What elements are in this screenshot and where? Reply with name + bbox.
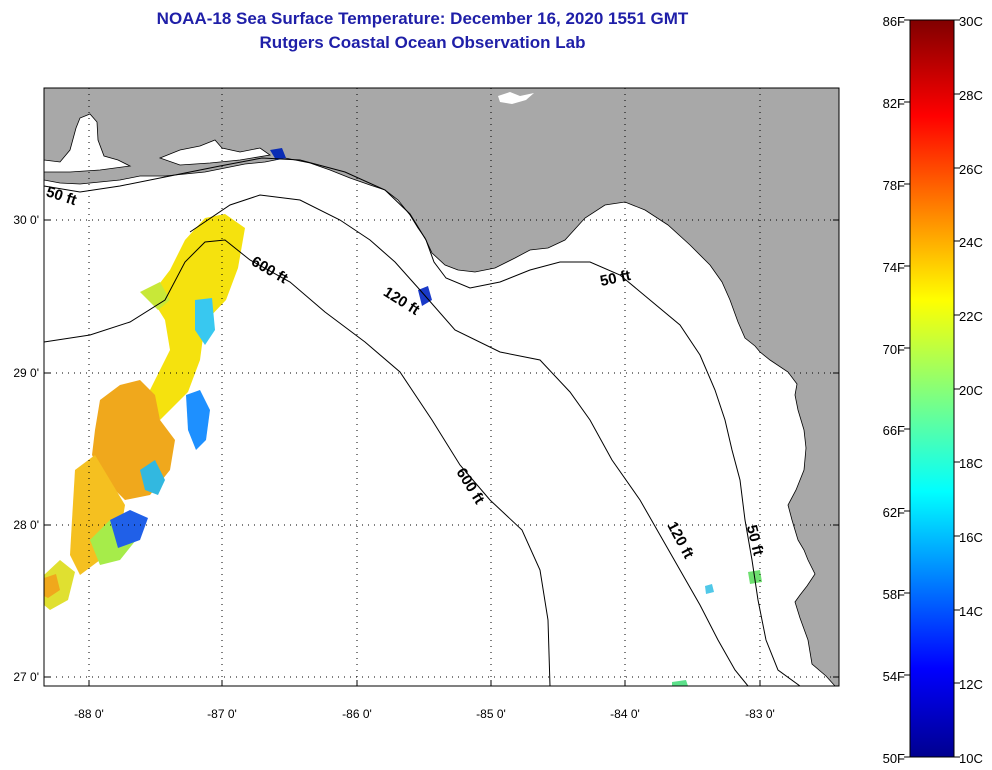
colorbar-c-label: 14C [959,604,983,619]
axis-ticks [44,219,839,686]
depth-label: 50 ft [743,523,767,557]
longitude-label: -88 0' [74,707,104,721]
latitude-label: 27 0' [13,670,39,684]
map-title: NOAA-18 Sea Surface Temperature: Decembe… [156,9,689,28]
latitude-axis: 30 0' 29 0' 28 0' 27 0' [13,213,39,684]
colorbar-f-label: 78F [883,178,905,193]
colorbar-f-label: 70F [883,342,905,357]
colorbar-f-label: 50F [883,751,905,766]
colorbar-c-label: 12C [959,677,983,692]
longitude-label: -83 0' [745,707,775,721]
latitude-label: 29 0' [13,366,39,380]
contour-120ft [189,194,749,686]
depth-label: 50 ft [599,267,633,290]
colorbar-f-label: 54F [883,669,905,684]
mobile-bay [44,113,132,173]
pensacola-bay [158,139,272,166]
graticule [44,88,839,686]
inland-lake [498,92,534,104]
colorbar-c-label: 24C [959,235,983,250]
sst-patches [44,148,762,686]
colorbar-c-label: 10C [959,751,983,766]
colorbar-c-label: 20C [959,383,983,398]
colorbar-c-label: 30C [959,14,983,29]
map-subtitle: Rutgers Coastal Ocean Observation Lab [259,33,586,52]
colorbar-f-label: 62F [883,505,905,520]
colorbar-f-label: 74F [883,260,905,275]
latitude-label: 28 0' [13,518,39,532]
contour-50ft [44,157,801,686]
colorbar-gradient [909,19,955,758]
contour-600ft [44,239,551,686]
colorbar-c-label: 22C [959,309,983,324]
longitude-axis: -88 0' -87 0' -86 0' -85 0' -84 0' -83 0… [74,707,775,721]
map-frame [43,87,840,687]
depth-contours [44,157,801,686]
colorbar-f-label: 86F [883,14,905,29]
latitude-label: 30 0' [13,213,39,227]
longitude-label: -85 0' [476,707,506,721]
colorbar-c-label: 28C [959,88,983,103]
colorbar-c-label: 18C [959,456,983,471]
colorbar-f-label: 58F [883,587,905,602]
longitude-label: -84 0' [610,707,640,721]
colorbar-f-label: 66F [883,423,905,438]
colorbar-c-label: 26C [959,162,983,177]
colorbar: 86F 82F 78F 74F 70F 66F 62F 58F 54F 50F … [883,14,983,766]
colorbar-f-label: 82F [883,96,905,111]
colorbar-c-label: 16C [959,530,983,545]
land-mass [44,88,839,686]
longitude-label: -86 0' [342,707,372,721]
longitude-label: -87 0' [207,707,237,721]
